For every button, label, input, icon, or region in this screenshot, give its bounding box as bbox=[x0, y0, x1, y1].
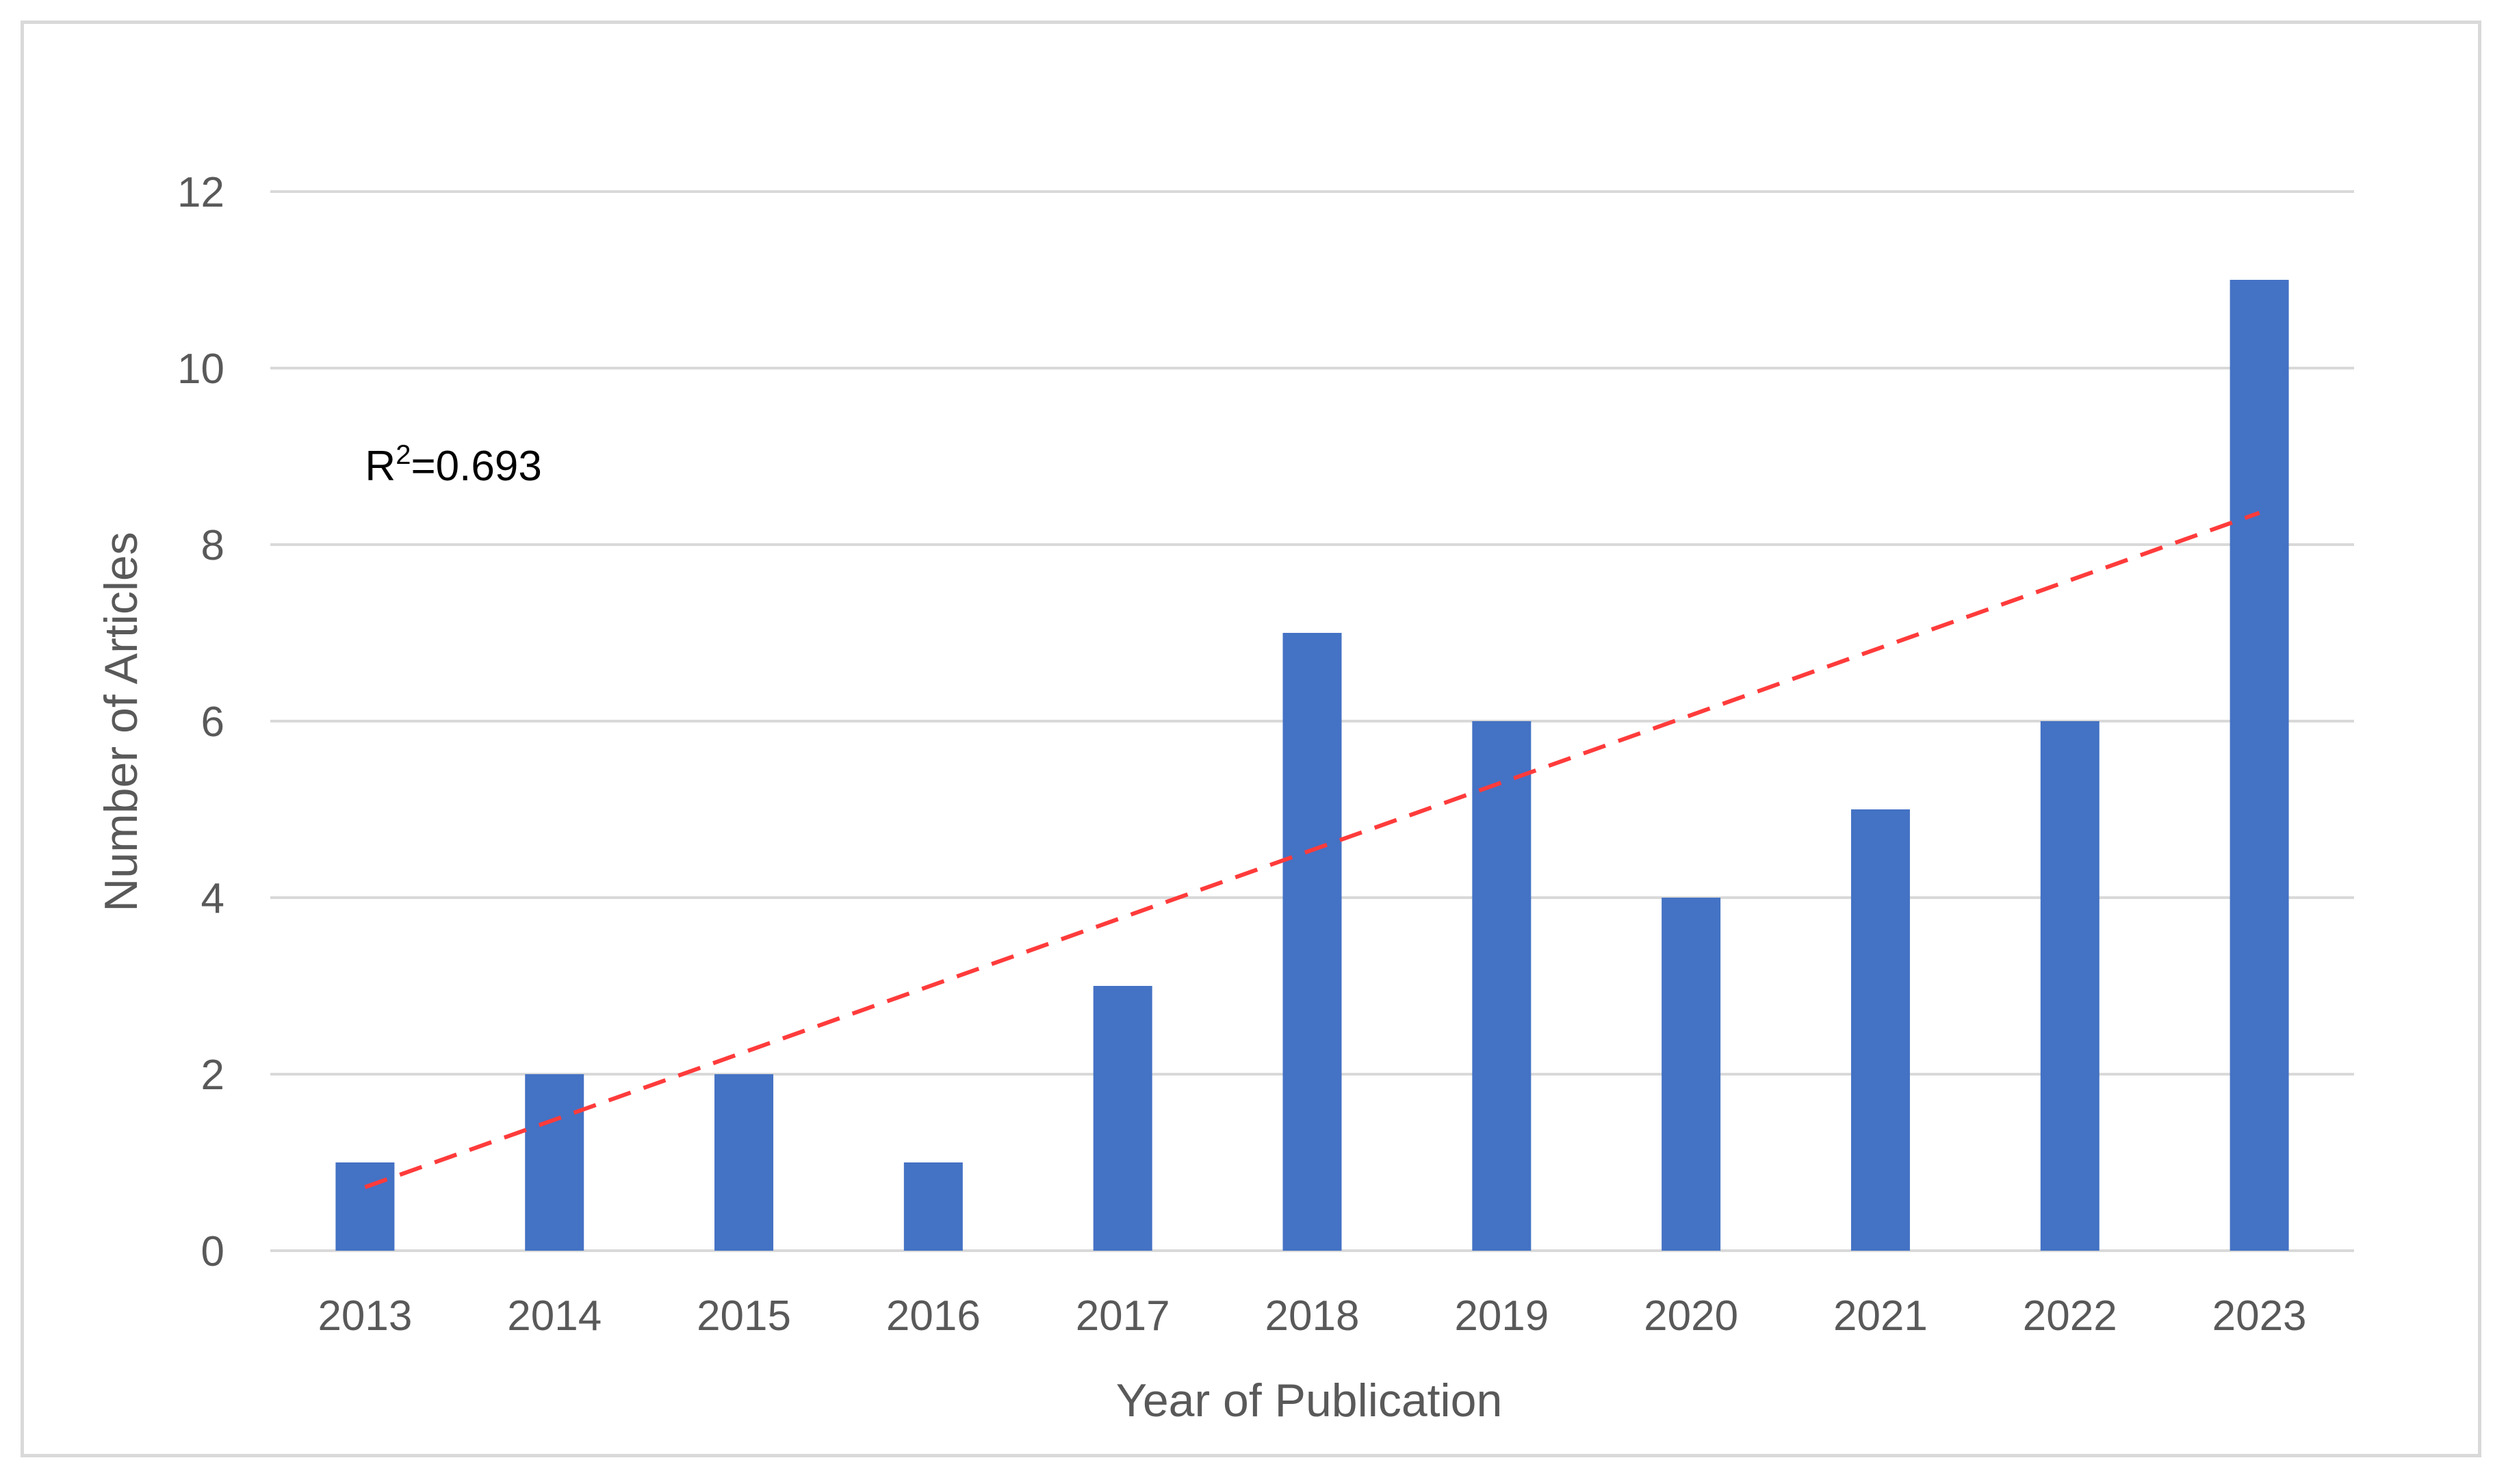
bar-2018 bbox=[1282, 633, 1342, 1251]
x-axis-ticks: 2013 2014 2015 2016 2017 2018 2019 2020 2021 2022… bbox=[318, 1292, 2306, 1340]
bar-2013 bbox=[335, 1162, 395, 1251]
y-tick-label: 4 bbox=[201, 875, 224, 922]
annotation-superscript: 2 bbox=[396, 440, 411, 470]
x-tick-label: 2013 bbox=[318, 1292, 412, 1340]
y-tick-label: 6 bbox=[201, 699, 224, 746]
trendline bbox=[364, 510, 2260, 1189]
y-tick-label: 2 bbox=[201, 1052, 224, 1099]
x-tick-label: 2023 bbox=[2212, 1292, 2307, 1340]
bars bbox=[335, 280, 2289, 1251]
bar-2022 bbox=[2040, 721, 2100, 1251]
annotation-r: R bbox=[365, 443, 396, 490]
r-squared-annotation: R2=0.693 bbox=[365, 440, 541, 490]
gridlines bbox=[270, 190, 2354, 1252]
bar-2017 bbox=[1093, 986, 1152, 1251]
x-tick-label: 2017 bbox=[1076, 1292, 1170, 1340]
y-tick-label: 10 bbox=[177, 346, 224, 393]
x-tick-label: 2019 bbox=[1454, 1292, 1549, 1340]
bar-2015 bbox=[714, 1074, 774, 1251]
bar-2019 bbox=[1472, 721, 1532, 1251]
bar-2021 bbox=[1850, 809, 1910, 1251]
y-axis-label: Number of Articles bbox=[95, 532, 147, 912]
x-tick-label: 2018 bbox=[1265, 1292, 1360, 1340]
y-tick-label: 0 bbox=[201, 1228, 224, 1275]
trendline-layer bbox=[364, 510, 2260, 1189]
bar-2020 bbox=[1662, 898, 1721, 1251]
x-tick-label: 2020 bbox=[1644, 1292, 1738, 1340]
y-axis-ticks: 0 2 4 6 8 10 12 bbox=[177, 169, 224, 1275]
x-tick-label: 2014 bbox=[507, 1292, 602, 1340]
bar-2023 bbox=[2230, 280, 2289, 1251]
x-axis-label: Year of Publication bbox=[1116, 1375, 1503, 1427]
y-tick-label: 12 bbox=[177, 169, 224, 216]
x-tick-label: 2016 bbox=[886, 1292, 981, 1340]
x-tick-label: 2022 bbox=[2023, 1292, 2117, 1340]
x-tick-label: 2015 bbox=[697, 1292, 791, 1340]
x-tick-label: 2021 bbox=[1833, 1292, 1928, 1340]
y-tick-label: 8 bbox=[201, 522, 224, 569]
bar-2014 bbox=[525, 1074, 584, 1251]
annotation-value: =0.693 bbox=[411, 443, 541, 490]
bar-2016 bbox=[903, 1162, 963, 1251]
